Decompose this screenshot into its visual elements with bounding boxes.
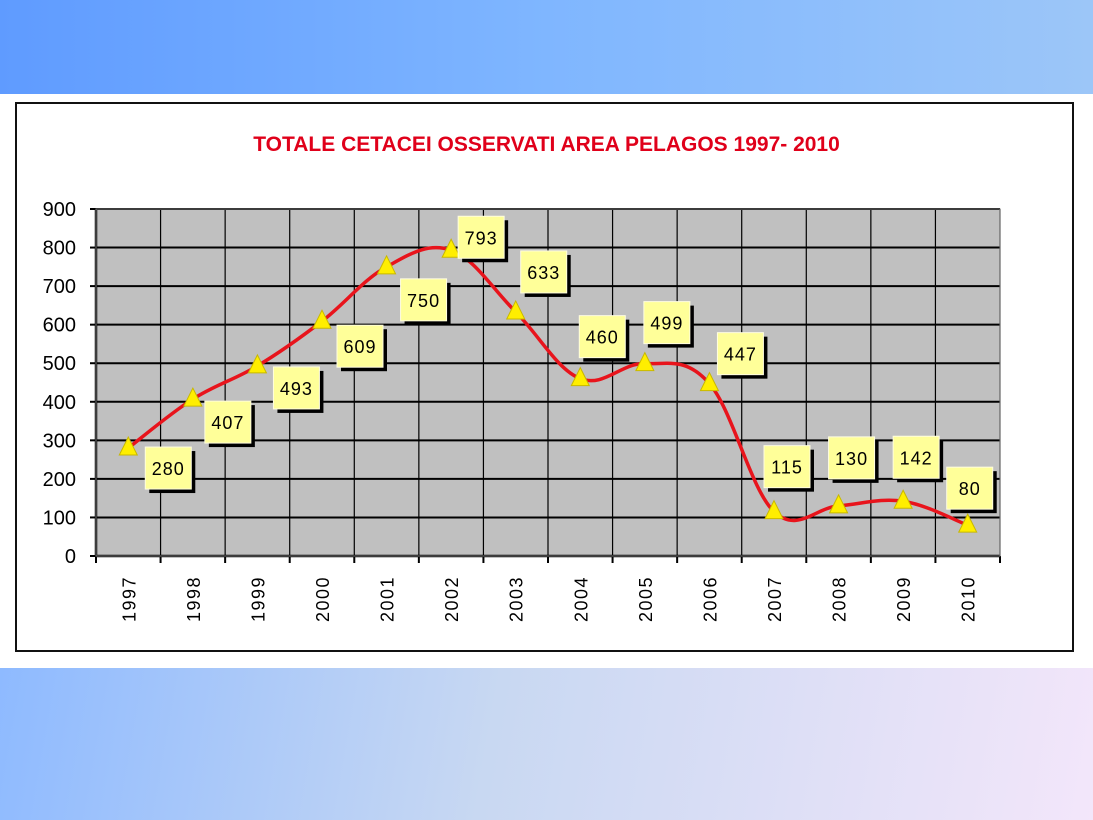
data-point-marker bbox=[118, 435, 139, 456]
x-tick-label: 2006 bbox=[700, 576, 720, 622]
y-tick-label: 800 bbox=[43, 238, 76, 260]
data-label: 280 bbox=[152, 459, 185, 479]
x-tick-label: 1999 bbox=[248, 576, 268, 622]
top-banner bbox=[0, 0, 1093, 94]
data-label-box bbox=[578, 315, 626, 359]
plot-border bbox=[95, 208, 1001, 557]
data-label: 633 bbox=[527, 263, 560, 283]
y-tick-label: 0 bbox=[65, 546, 76, 568]
data-point-marker bbox=[247, 353, 268, 374]
data-point-marker bbox=[635, 351, 655, 372]
data-point-marker bbox=[828, 493, 849, 514]
y-tick-label: 900 bbox=[43, 199, 76, 221]
y-tick-label: 500 bbox=[43, 353, 76, 375]
data-point-marker bbox=[764, 499, 784, 520]
data-label-box bbox=[892, 435, 940, 479]
x-tick-label: 1997 bbox=[119, 576, 139, 622]
data-label-box bbox=[336, 324, 384, 368]
x-tick-label: 2005 bbox=[636, 576, 656, 622]
data-label: 115 bbox=[771, 458, 803, 478]
x-tick-label: 2007 bbox=[765, 576, 785, 622]
data-label-box bbox=[716, 332, 764, 376]
data-label: 609 bbox=[343, 337, 376, 357]
chart-title: TOTALE CETACEI OSSERVATI AREA PELAGOS 19… bbox=[253, 133, 840, 156]
x-tick-label: 2008 bbox=[830, 576, 850, 622]
data-label-box bbox=[520, 250, 568, 294]
x-tick-label: 2004 bbox=[571, 576, 591, 622]
data-label-box bbox=[272, 366, 320, 410]
data-label: 793 bbox=[465, 228, 498, 248]
data-point-marker bbox=[505, 299, 526, 320]
data-point-marker bbox=[183, 386, 203, 407]
x-tick-label: 2000 bbox=[313, 576, 333, 622]
data-label: 499 bbox=[650, 314, 683, 334]
data-label: 407 bbox=[211, 413, 244, 433]
x-tick-label: 2001 bbox=[378, 576, 398, 622]
data-point-marker bbox=[312, 309, 332, 329]
data-label-box bbox=[946, 466, 994, 510]
data-point-marker bbox=[893, 489, 913, 509]
data-label-box bbox=[763, 445, 811, 489]
data-label-box bbox=[400, 278, 448, 322]
data-point-marker bbox=[441, 238, 461, 258]
data-label: 447 bbox=[724, 345, 757, 365]
data-label-box bbox=[144, 446, 192, 490]
series-line bbox=[127, 245, 969, 527]
x-tick-label: 2002 bbox=[442, 576, 462, 622]
y-tick-label: 200 bbox=[43, 469, 76, 491]
data-label-box bbox=[204, 400, 252, 444]
data-point-marker bbox=[570, 366, 591, 387]
x-tick-label: 1998 bbox=[184, 576, 204, 622]
data-point-marker bbox=[957, 513, 978, 533]
data-label: 460 bbox=[586, 328, 619, 348]
y-tick-label: 400 bbox=[43, 392, 76, 414]
y-tick-label: 700 bbox=[43, 276, 76, 298]
y-tick-label: 100 bbox=[43, 507, 76, 529]
y-tick-label: 300 bbox=[43, 430, 76, 452]
data-label-box bbox=[643, 301, 691, 345]
bottom-banner bbox=[0, 668, 1093, 820]
data-label: 493 bbox=[280, 379, 313, 399]
x-tick-label: 2010 bbox=[959, 576, 979, 622]
y-tick-label: 600 bbox=[43, 315, 76, 337]
x-tick-label: 2003 bbox=[507, 576, 527, 622]
data-label-box bbox=[457, 215, 505, 259]
data-label: 750 bbox=[407, 291, 440, 311]
data-label-box bbox=[828, 436, 876, 480]
x-tick-label: 2009 bbox=[894, 576, 914, 622]
data-label: 130 bbox=[835, 449, 868, 469]
data-label: 80 bbox=[959, 479, 981, 499]
data-point-marker bbox=[699, 371, 720, 392]
data-point-marker bbox=[376, 254, 397, 275]
data-label: 142 bbox=[900, 448, 933, 468]
